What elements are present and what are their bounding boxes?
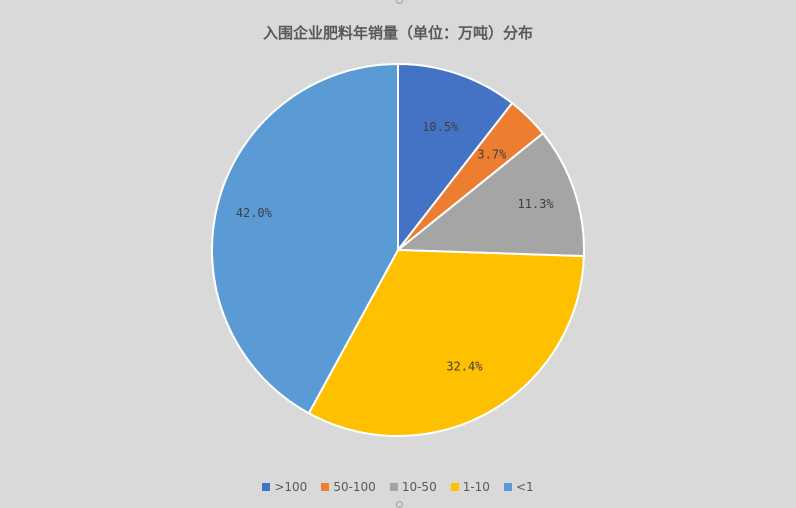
legend-label: >100: [274, 480, 308, 494]
slice-label-3: 11.3%: [518, 197, 555, 211]
chart-title: 入围企业肥料年销量（单位：万吨）分布: [262, 24, 533, 42]
legend-swatch: [389, 483, 398, 491]
slice-label-5: 42.0%: [236, 206, 273, 220]
legend-item-3: 10-50: [389, 480, 437, 494]
legend-item-1: >100: [262, 480, 307, 494]
slice-label-1: 10.5%: [422, 120, 459, 134]
legend-swatch: [450, 483, 459, 491]
pie-slices: [211, 62, 585, 437]
pie-slice-4: [307, 248, 585, 437]
legend-item-5: <1: [503, 480, 534, 494]
legend-swatch: [503, 483, 512, 491]
legend-label: 50-100: [333, 480, 376, 494]
slice-labels: 10.5% 3.7% 11.3% 32.4% 42.0%: [236, 120, 555, 373]
slice-label-2: 3.7%: [477, 147, 507, 161]
pie-slice-1: [397, 62, 514, 253]
pie-slice-3: [395, 131, 585, 258]
chart-legend: >100 50-100 10-50 1-10 <1: [0, 480, 796, 494]
pie-slice-5: [211, 62, 399, 415]
slice-label-4: 32.4%: [446, 359, 483, 373]
legend-label: 1-10: [462, 480, 490, 494]
legend-label: <1: [515, 480, 534, 494]
legend-swatch: [262, 483, 271, 491]
legend-item-4: 1-10: [450, 480, 490, 494]
legend-label: 10-50: [401, 480, 437, 494]
legend-item-2: 50-100: [321, 480, 376, 494]
chart-resize-handle-top[interactable]: [396, 0, 403, 4]
legend-swatch: [321, 483, 330, 491]
